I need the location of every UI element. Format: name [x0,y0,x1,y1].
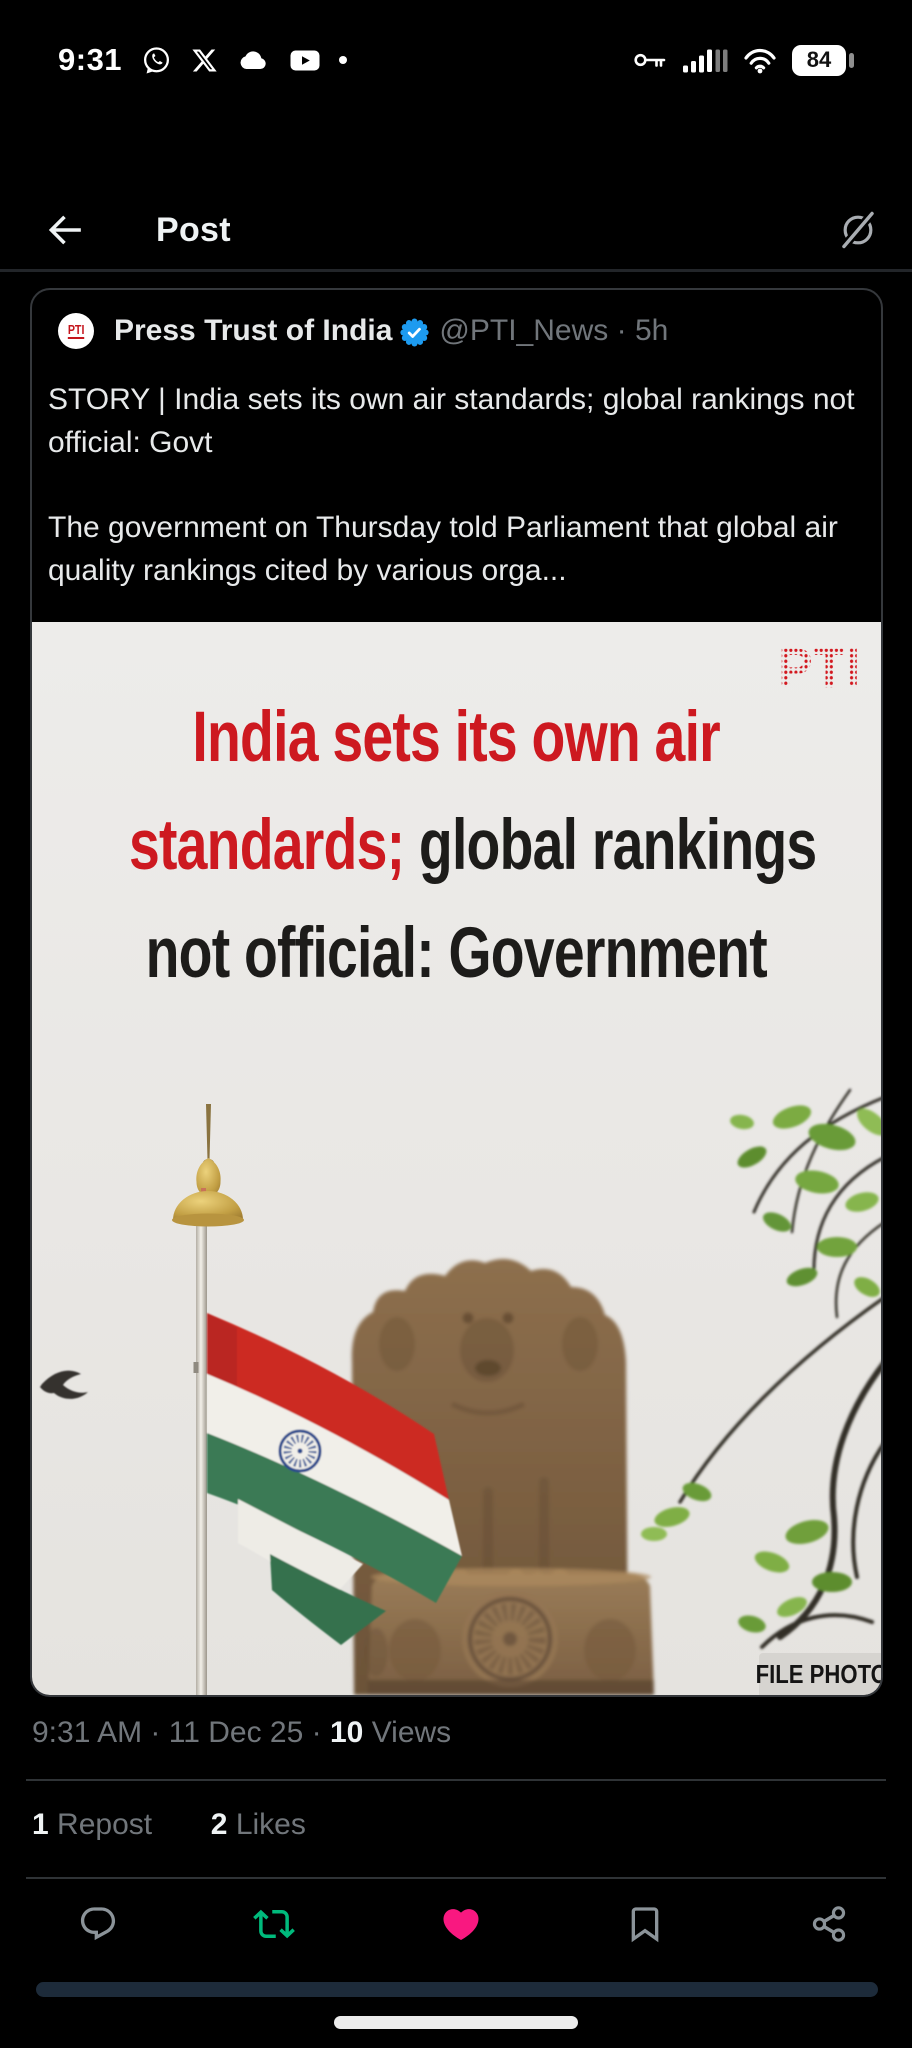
status-bar-left: 9:31 [58,42,348,78]
repost-label: Repost [57,1808,153,1841]
post-header: Post [0,188,912,272]
headline-line1: India sets its own air [192,698,721,777]
back-button[interactable] [46,211,84,249]
post-timestamp: 9:31 AM · 11 Dec 25 · 10 Views [32,1716,452,1749]
header-divider [0,269,912,272]
likes-label: Likes [235,1808,306,1841]
battery-cap [849,52,854,68]
media-headline: India sets its own air standards; global… [32,684,881,1008]
cloud-icon [237,48,271,72]
headline-line3: not official: Government [145,914,768,993]
clock: 9:31 [58,42,123,77]
file-photo-badge: FILE PHOTO [756,1653,881,1695]
cell-signal-icon [682,47,728,73]
wifi-icon [743,47,777,74]
repost-count: 1 [32,1808,49,1841]
bookmark-button[interactable] [623,1902,667,1946]
youtube-icon [290,50,320,71]
home-indicator[interactable] [334,2016,578,2029]
notification-dot [339,56,348,64]
post-media[interactable]: PTI India sets its own air standards; gl… [32,622,881,1695]
x-app-icon [191,47,218,74]
battery-icon: 84 [792,44,854,76]
page-title: Post [156,210,231,249]
avatar[interactable]: PTI [58,313,94,349]
bottom-sheet-edge[interactable] [36,1982,878,1997]
author-row: PTI Press Trust of India @PTI_News · 5h [58,308,865,354]
likes-count: 2 [210,1808,228,1841]
verified-badge-icon [400,317,430,347]
divider [26,1779,886,1781]
reply-button[interactable] [76,1902,120,1946]
battery-level: 84 [792,44,846,76]
repost-button[interactable] [252,1902,296,1946]
like-button[interactable] [439,1902,483,1946]
author-handle[interactable]: @PTI_News · 5h [439,314,669,347]
views-count: 10 [329,1716,364,1749]
author-name[interactable]: Press Trust of India [114,314,393,347]
post-card[interactable]: PTI Press Trust of India @PTI_News · 5h … [30,288,883,1697]
post-text-para1: STORY | India sets its own air standards… [48,383,855,459]
post-text: STORY | India sets its own air standards… [48,378,865,592]
status-bar: 9:31 84 [58,36,854,84]
post-text-para2: The government on Thursday told Parliame… [48,511,838,587]
avatar-pti-logo: PTI [67,322,85,339]
status-bar-right: 84 [633,44,854,76]
divider [26,1877,886,1879]
photo-flag-lion-capital [40,1088,881,1695]
headline-line2: standards; global rankings [128,806,817,885]
key-icon [633,49,667,72]
whatsapp-icon [141,45,172,76]
views-label: Views [371,1716,452,1749]
grok-icon[interactable] [830,202,886,258]
post-age: 5h [634,314,669,347]
share-button[interactable] [807,1902,851,1946]
pti-brand-logo: PTI [778,636,861,699]
post-stats[interactable]: 1 Repost 2 Likes [32,1808,306,1842]
